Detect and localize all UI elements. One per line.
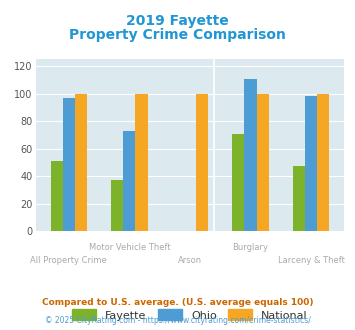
Bar (75, 94, 87, 231)
Bar (123, 131, 135, 231)
Bar (305, 96, 317, 231)
Bar (63, 98, 75, 231)
Text: © 2025 CityRating.com - https://www.cityrating.com/crime-statistics/: © 2025 CityRating.com - https://www.city… (45, 316, 310, 325)
Text: Burglary: Burglary (233, 243, 268, 251)
Bar (196, 94, 208, 231)
Bar (51, 161, 63, 231)
Text: Arson: Arson (178, 256, 202, 265)
Bar (257, 94, 269, 231)
Text: Motor Vehicle Theft: Motor Vehicle Theft (88, 243, 170, 251)
Legend: Fayette, Ohio, National: Fayette, Ohio, National (67, 305, 312, 325)
Text: Larceny & Theft: Larceny & Theft (278, 256, 344, 265)
Bar (245, 79, 257, 231)
Text: All Property Crime: All Property Crime (31, 256, 107, 265)
Bar (135, 94, 148, 231)
Text: Compared to U.S. average. (U.S. average equals 100): Compared to U.S. average. (U.S. average … (42, 298, 313, 308)
Bar (111, 180, 123, 231)
Bar (293, 166, 305, 231)
Text: Property Crime Comparison: Property Crime Comparison (69, 28, 286, 42)
Text: 2019 Fayette: 2019 Fayette (126, 15, 229, 28)
Bar (232, 134, 245, 231)
Bar (317, 94, 329, 231)
